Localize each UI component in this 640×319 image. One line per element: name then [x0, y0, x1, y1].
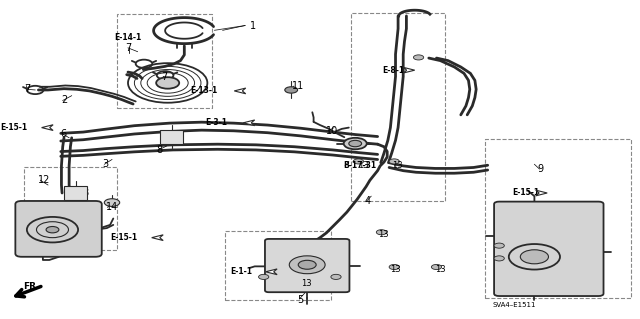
- Text: 10: 10: [326, 126, 339, 136]
- Circle shape: [389, 159, 399, 164]
- Circle shape: [331, 274, 341, 279]
- Text: E-8-1: E-8-1: [383, 66, 405, 75]
- Text: SVA4–E1511: SVA4–E1511: [493, 302, 536, 308]
- Circle shape: [289, 256, 325, 274]
- Circle shape: [349, 140, 362, 147]
- Text: 13: 13: [301, 279, 312, 288]
- FancyBboxPatch shape: [265, 239, 349, 292]
- Circle shape: [46, 226, 59, 233]
- Circle shape: [353, 159, 364, 164]
- Text: E-15-1: E-15-1: [0, 123, 27, 132]
- Polygon shape: [152, 235, 163, 241]
- Text: 13: 13: [358, 161, 369, 170]
- Text: 2: 2: [61, 95, 67, 106]
- Circle shape: [389, 264, 399, 270]
- FancyBboxPatch shape: [494, 202, 604, 296]
- Circle shape: [298, 260, 316, 269]
- Polygon shape: [536, 190, 547, 196]
- Bar: [64, 186, 87, 200]
- Text: 3: 3: [102, 159, 109, 169]
- Text: E-1-1: E-1-1: [230, 267, 252, 276]
- Bar: [160, 130, 183, 144]
- Circle shape: [413, 55, 424, 60]
- Text: E-15-1: E-15-1: [110, 233, 137, 242]
- Circle shape: [520, 250, 548, 264]
- Text: E-13-1: E-13-1: [191, 86, 218, 95]
- Text: 7: 7: [161, 71, 168, 82]
- Text: 13: 13: [392, 161, 403, 170]
- Text: 7: 7: [24, 84, 31, 94]
- Text: E-15-1: E-15-1: [512, 189, 539, 197]
- Text: 5: 5: [298, 295, 304, 305]
- Text: 14: 14: [106, 202, 118, 212]
- Circle shape: [297, 280, 307, 285]
- Text: E-3-1: E-3-1: [205, 118, 227, 127]
- Circle shape: [259, 274, 269, 279]
- Text: 13: 13: [390, 265, 401, 274]
- Circle shape: [494, 256, 504, 261]
- Polygon shape: [266, 269, 277, 275]
- Polygon shape: [234, 88, 246, 94]
- Text: 6: 6: [61, 129, 67, 139]
- Text: 11: 11: [292, 81, 304, 91]
- Polygon shape: [243, 120, 255, 126]
- Text: 9: 9: [538, 164, 544, 174]
- Text: 8: 8: [157, 145, 163, 155]
- Circle shape: [156, 77, 179, 89]
- Text: E-14-1: E-14-1: [114, 33, 141, 41]
- Circle shape: [494, 243, 504, 248]
- Circle shape: [104, 199, 120, 206]
- Circle shape: [376, 230, 387, 235]
- Circle shape: [285, 87, 298, 93]
- Polygon shape: [42, 125, 53, 130]
- Circle shape: [431, 264, 442, 270]
- Text: 4: 4: [365, 196, 371, 206]
- FancyBboxPatch shape: [15, 201, 102, 257]
- Text: 12: 12: [38, 175, 51, 185]
- Circle shape: [344, 138, 367, 149]
- Text: 8: 8: [82, 188, 88, 198]
- Polygon shape: [403, 67, 415, 73]
- Text: 1: 1: [250, 20, 256, 31]
- Text: 7: 7: [125, 43, 132, 53]
- Text: 13: 13: [378, 230, 388, 239]
- Text: 13: 13: [435, 265, 446, 274]
- Text: FR.: FR.: [23, 282, 40, 291]
- Text: B-17-31: B-17-31: [343, 161, 376, 170]
